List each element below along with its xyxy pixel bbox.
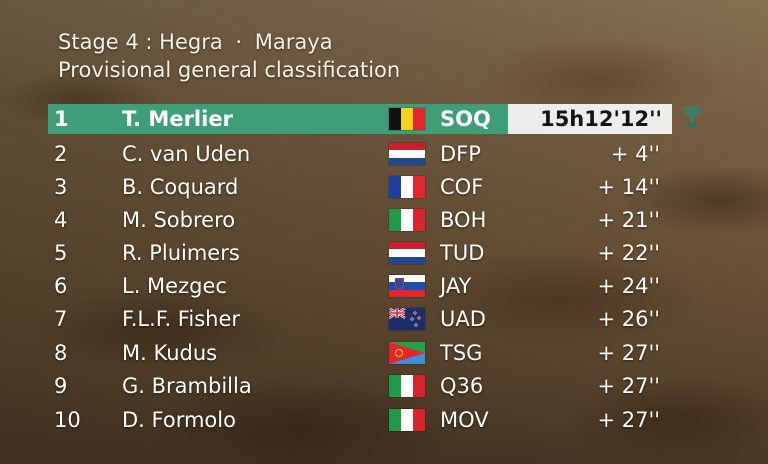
rank: 9: [54, 374, 68, 398]
netherlands-flag: [389, 143, 425, 165]
route-separator: ·: [235, 30, 243, 54]
team-code: UAD: [440, 307, 486, 331]
team-code: Q36: [440, 374, 484, 398]
eritrea-flag: [389, 342, 425, 364]
time-gap: + 14'': [597, 175, 660, 199]
time-gap: + 21'': [597, 208, 660, 232]
italy-flag: [389, 409, 425, 431]
time-gap: + 22'': [597, 241, 660, 265]
rider-name: T. Merlier: [122, 107, 233, 131]
team-code: COF: [440, 175, 484, 199]
time-gap: + 27'': [597, 341, 660, 365]
team-code: SOQ: [440, 107, 491, 131]
classification-row: 3 B. Coquard COF + 14'': [48, 172, 672, 202]
total-time: 15h12'12'': [540, 107, 662, 131]
rider-name: M. Kudus: [122, 341, 218, 365]
stage-title: Stage 4 : Hegra · Maraya: [58, 30, 333, 54]
slovenia-flag: [389, 275, 425, 297]
netherlands-flag: [389, 242, 425, 264]
time-gap: + 26'': [597, 307, 660, 331]
classification-row: 6 L. Mezgec JAY + 24'': [48, 271, 672, 301]
graphic-header: Stage 4 : Hegra · Maraya Provisional gen…: [58, 28, 400, 84]
rider-name: M. Sobrero: [122, 208, 236, 232]
rank: 3: [54, 175, 68, 199]
team-code: JAY: [440, 274, 472, 298]
classification-row: 10 D. Formolo MOV + 27'': [48, 405, 672, 435]
time-gap: + 24'': [597, 274, 660, 298]
classification-row-leader: 1 T. Merlier SOQ 15h12'12'': [48, 104, 672, 134]
classification-row: 2 C. van Uden DFP + 4'': [48, 139, 672, 169]
classification-row: 4 M. Sobrero BOH + 21'': [48, 205, 672, 235]
rider-name: R. Pluimers: [122, 241, 240, 265]
team-code: TUD: [440, 241, 485, 265]
classification-row: 5 R. Pluimers TUD + 22'': [48, 238, 672, 268]
time-gap: + 4'': [610, 142, 660, 166]
time-gap: + 27'': [597, 408, 660, 432]
rider-name: C. van Uden: [122, 142, 251, 166]
italy-flag: [389, 375, 425, 397]
trophy-icon: [682, 106, 702, 127]
new-zealand-flag: [389, 308, 425, 330]
classification-row: 8 M. Kudus TSG + 27'': [48, 338, 672, 368]
france-flag: [389, 176, 425, 198]
rider-name: L. Mezgec: [122, 274, 227, 298]
time-gap: + 27'': [597, 374, 660, 398]
rank: 5: [54, 241, 68, 265]
rider-name: F.L.F. Fisher: [122, 307, 241, 331]
rider-name: G. Brambilla: [122, 374, 252, 398]
time-box: [508, 104, 672, 134]
rank: 4: [54, 208, 68, 232]
route-to: Maraya: [254, 30, 333, 54]
route-from: Hegra: [159, 30, 223, 54]
rank: 10: [54, 408, 81, 432]
rank: 6: [54, 274, 68, 298]
rider-name: D. Formolo: [122, 408, 236, 432]
stage-label: Stage 4: [58, 30, 139, 54]
rider-name: B. Coquard: [122, 175, 239, 199]
rank: 7: [54, 307, 68, 331]
team-code: BOH: [440, 208, 487, 232]
classification-row: 9 G. Brambilla Q36 + 27'': [48, 371, 672, 401]
rank: 1: [54, 107, 69, 131]
classification-title: Provisional general classification: [58, 58, 401, 82]
team-code: MOV: [440, 408, 489, 432]
belgium-flag: [389, 108, 425, 130]
team-code: TSG: [440, 341, 483, 365]
team-code: DFP: [440, 142, 481, 166]
rank: 8: [54, 341, 68, 365]
italy-flag: [389, 209, 425, 231]
rank: 2: [54, 142, 68, 166]
classification-row: 7 F.L.F. Fisher UAD + 26'': [48, 304, 672, 334]
